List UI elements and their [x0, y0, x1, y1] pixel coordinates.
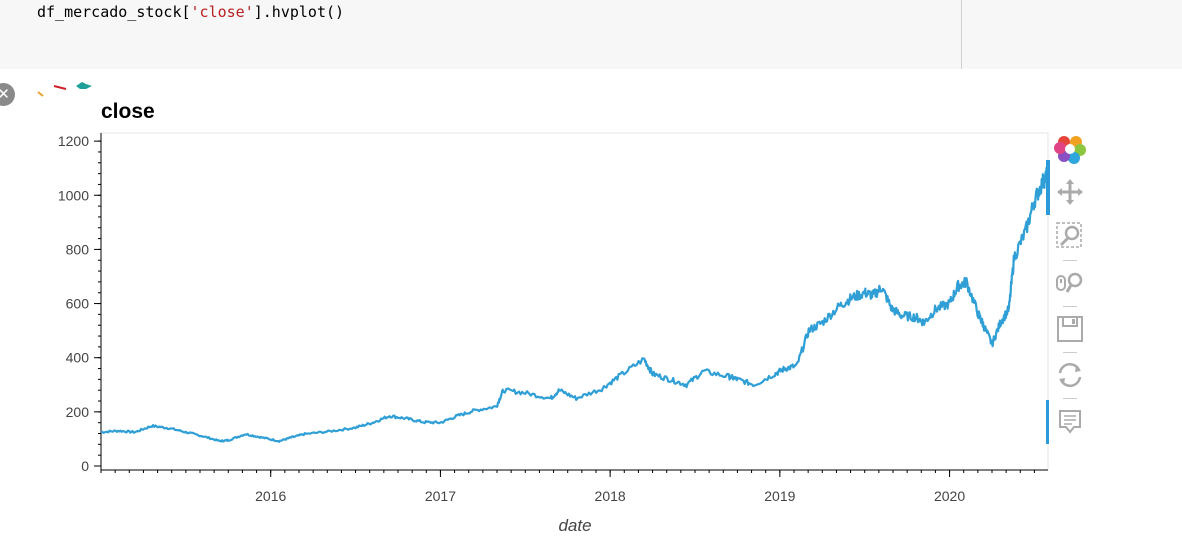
x-tick-label: 2018 [595, 488, 626, 504]
code-cell-input[interactable]: df_mercado_stock['close'].hvplot() [0, 0, 1182, 69]
toolbar-separator [1063, 398, 1077, 399]
close-output-button[interactable]: ✕ [0, 83, 15, 106]
save-icon[interactable] [1054, 313, 1086, 345]
y-tick-label: 800 [66, 241, 90, 257]
hover-icon[interactable] [1054, 406, 1086, 438]
bokeh-logo-icon[interactable] [1054, 132, 1086, 164]
y-tick-label: 0 [81, 458, 89, 474]
x-tick-label: 2016 [255, 488, 286, 504]
y-tick-label: 600 [66, 296, 90, 312]
wheel-zoom-icon[interactable] [1054, 267, 1086, 299]
toolbar-separator [1063, 352, 1077, 353]
toolbar-separator [1063, 260, 1077, 261]
line-end-highlight [1046, 160, 1050, 215]
hv-logo-icon [37, 82, 92, 97]
plot-title: close [101, 100, 155, 123]
code-string-literal: 'close' [190, 3, 254, 21]
box-zoom-icon[interactable] [1054, 220, 1086, 252]
y-tick-label: 200 [66, 404, 90, 420]
toolbar-separator [1063, 306, 1077, 307]
plot-toolbar [1046, 130, 1088, 450]
y-tick-label: 1000 [58, 187, 89, 203]
y-tick-label: 1200 [58, 133, 89, 149]
x-tick-label: 2019 [764, 488, 795, 504]
plot-frame [100, 132, 1049, 471]
x-axis-label: date [558, 516, 591, 535]
active-tool-indicator [1046, 400, 1049, 444]
code-suffix: ].hvplot() [253, 3, 345, 21]
x-tick-label: 2017 [425, 488, 456, 504]
cell-divider [961, 0, 962, 69]
y-tick-label: 400 [66, 350, 90, 366]
reset-icon[interactable] [1054, 359, 1086, 391]
series-line-close [100, 166, 1050, 443]
pan-icon[interactable] [1054, 176, 1086, 208]
code-line[interactable]: df_mercado_stock['close'].hvplot() [37, 3, 344, 21]
code-prefix: df_mercado_stock[ [37, 3, 191, 21]
x-tick-label: 2020 [934, 488, 965, 504]
